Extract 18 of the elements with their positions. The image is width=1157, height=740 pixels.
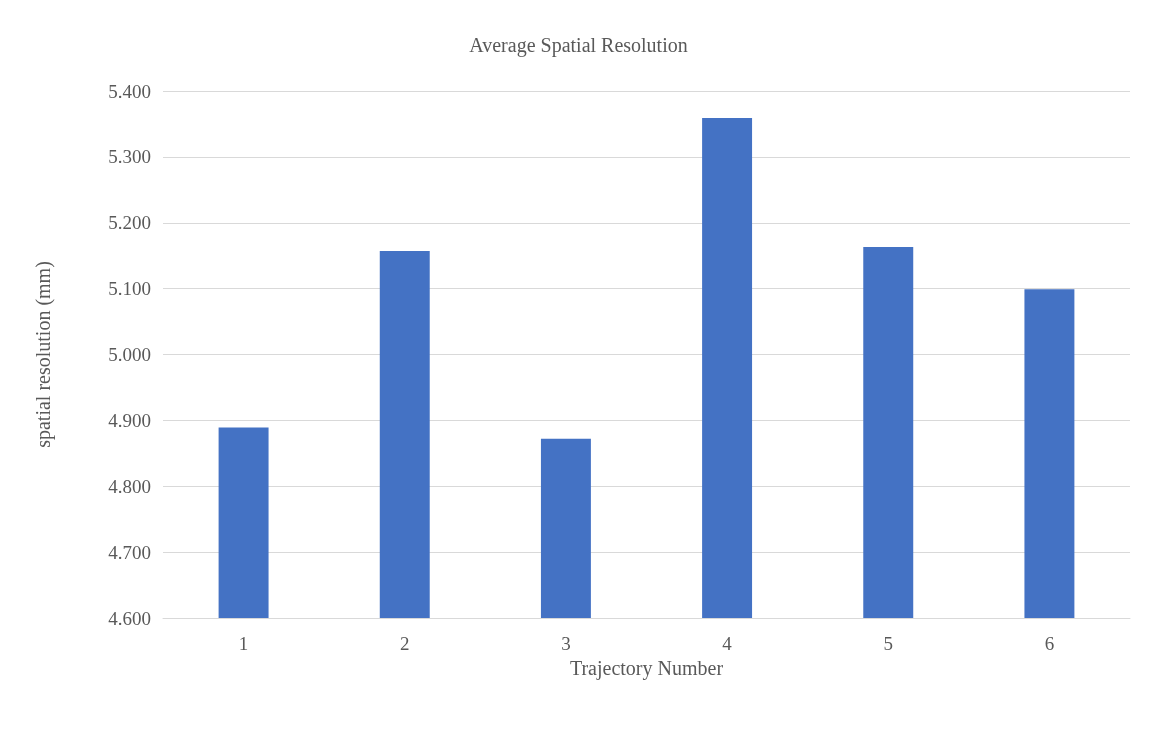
- y-tick-label: 5.400: [108, 80, 151, 102]
- x-tick-label: 2: [400, 633, 410, 654]
- y-axis-title: spatial resolution (mm): [32, 261, 55, 448]
- y-tick-label: 4.600: [108, 607, 151, 629]
- y-tick-label: 5.300: [108, 146, 151, 168]
- x-tick-label: 4: [722, 633, 733, 654]
- x-tick-label: 6: [1044, 633, 1055, 654]
- y-tick-label: 5.000: [108, 344, 151, 365]
- y-tick-label: 4.700: [108, 541, 151, 563]
- y-tick-label: 4.800: [108, 475, 151, 497]
- x-axis-title: Trajectory Number: [569, 657, 724, 680]
- y-tick-label: 5.100: [108, 278, 151, 300]
- y-tick-label: 5.200: [108, 212, 151, 234]
- x-tick-label: 1: [238, 633, 249, 654]
- x-tick-label: 3: [561, 633, 571, 654]
- y-tick-label: 4.900: [108, 409, 151, 431]
- chart-title: Average Spatial Resolution: [469, 34, 688, 57]
- x-tick-label: 5: [883, 633, 893, 654]
